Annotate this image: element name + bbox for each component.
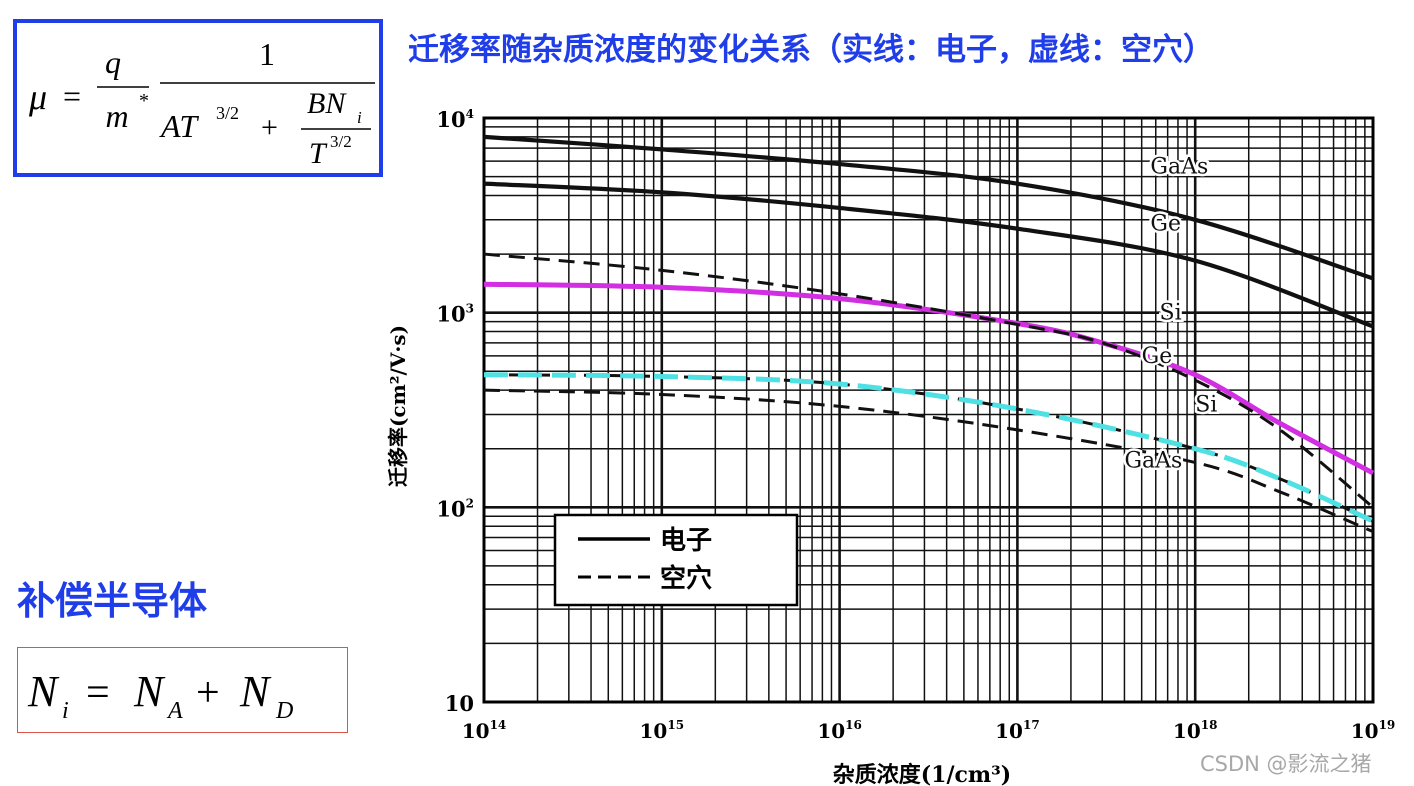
formula-den1-sup: * (139, 90, 149, 112)
formula-den2-a-exp: 3/2 (216, 103, 239, 123)
formula-frac-den: T (309, 137, 328, 170)
series-label-gaas-hole: GaAs (1124, 449, 1182, 474)
ni-t2-sub: D (275, 698, 293, 724)
formula-lhs: μ (28, 77, 47, 117)
formula-frac-num: BN (307, 87, 347, 120)
ni-t1-sub: A (166, 698, 183, 724)
mobility-formula-box: μ = q m * 1 AT 3/2 + BN i T 3/2 (13, 19, 383, 177)
formula-num2: 1 (259, 36, 275, 72)
formula-num1: q (105, 44, 121, 80)
ni-t1: N (133, 667, 166, 716)
y-tick-label: 10 (445, 691, 474, 716)
ni-equals: = (86, 670, 110, 716)
series-label-ge-electron: Ge (1150, 211, 1181, 236)
chart-tick-labels: 1014 1015 1016 1017 1018 1019 10 102 103 104 (436, 107, 1395, 743)
formula-den1: m (105, 98, 128, 134)
chart-series (483, 134, 1375, 534)
chart-title: 迁移率随杂质浓度的变化关系（实线：电子，虚线：空穴） (408, 32, 1214, 68)
series-ge-electron-line (483, 181, 1374, 329)
ni-lhs-sub: i (62, 698, 69, 724)
mobility-formula: μ = q m * 1 AT 3/2 + BN i T 3/2 (28, 36, 375, 170)
series-label-ge-hole: Ge (1142, 344, 1173, 369)
compensated-formula-box: N i = N A + N D (17, 647, 348, 733)
ni-t2: N (239, 667, 272, 716)
chart-series-labels: GaAs Ge Si Ge Si GaAs (1122, 152, 1220, 476)
series-label-si-electron: Si (1160, 301, 1182, 326)
formula-frac-num-sub: i (357, 108, 362, 127)
x-tick-label: 1015 (640, 718, 685, 743)
series-label-gaas-electron: GaAs (1150, 154, 1208, 179)
y-tick-label: 104 (436, 107, 474, 132)
series-label-si-hole: Si (1195, 393, 1217, 418)
chart-legend: 电子 空穴 (553, 513, 799, 607)
x-tick-label: 1019 (1351, 718, 1396, 743)
plot-frame (482, 116, 1375, 704)
x-tick-label: 1018 (1173, 718, 1218, 743)
series-ge-hole-line (483, 252, 1374, 509)
ni-plus: + (196, 670, 220, 716)
formula-den2-plus: + (261, 111, 278, 144)
formula-frac-den-exp: 3/2 (330, 132, 352, 151)
series-gaas-hole-line (483, 388, 1374, 534)
x-tick-label: 1014 (462, 718, 507, 743)
legend-label-hole: 空穴 (660, 563, 712, 594)
compensated-formula: N i = N A + N D (27, 667, 293, 724)
x-tick-label: 1016 (817, 718, 862, 743)
ni-lhs: N (27, 667, 60, 716)
x-tick-label: 1017 (995, 718, 1040, 743)
series-si-hole-highlight (483, 372, 1375, 524)
chart-grid (484, 118, 1373, 702)
legend-box (553, 513, 799, 607)
legend-label-electron: 电子 (660, 526, 712, 556)
y-tick-label: 103 (436, 302, 474, 327)
compensated-semiconductor-title: 补偿半导体 (17, 579, 208, 623)
y-axis-label: 迁移率(cm²/V·s) (386, 325, 410, 487)
formula-equals: = (63, 78, 81, 114)
series-gaas-electron-line (483, 134, 1374, 281)
watermark: CSDN @影流之猪 (1200, 752, 1372, 776)
formula-den2-a: AT (159, 108, 199, 144)
y-tick-label: 102 (436, 496, 474, 521)
x-axis-label: 杂质浓度(1/cm³) (833, 762, 1011, 786)
